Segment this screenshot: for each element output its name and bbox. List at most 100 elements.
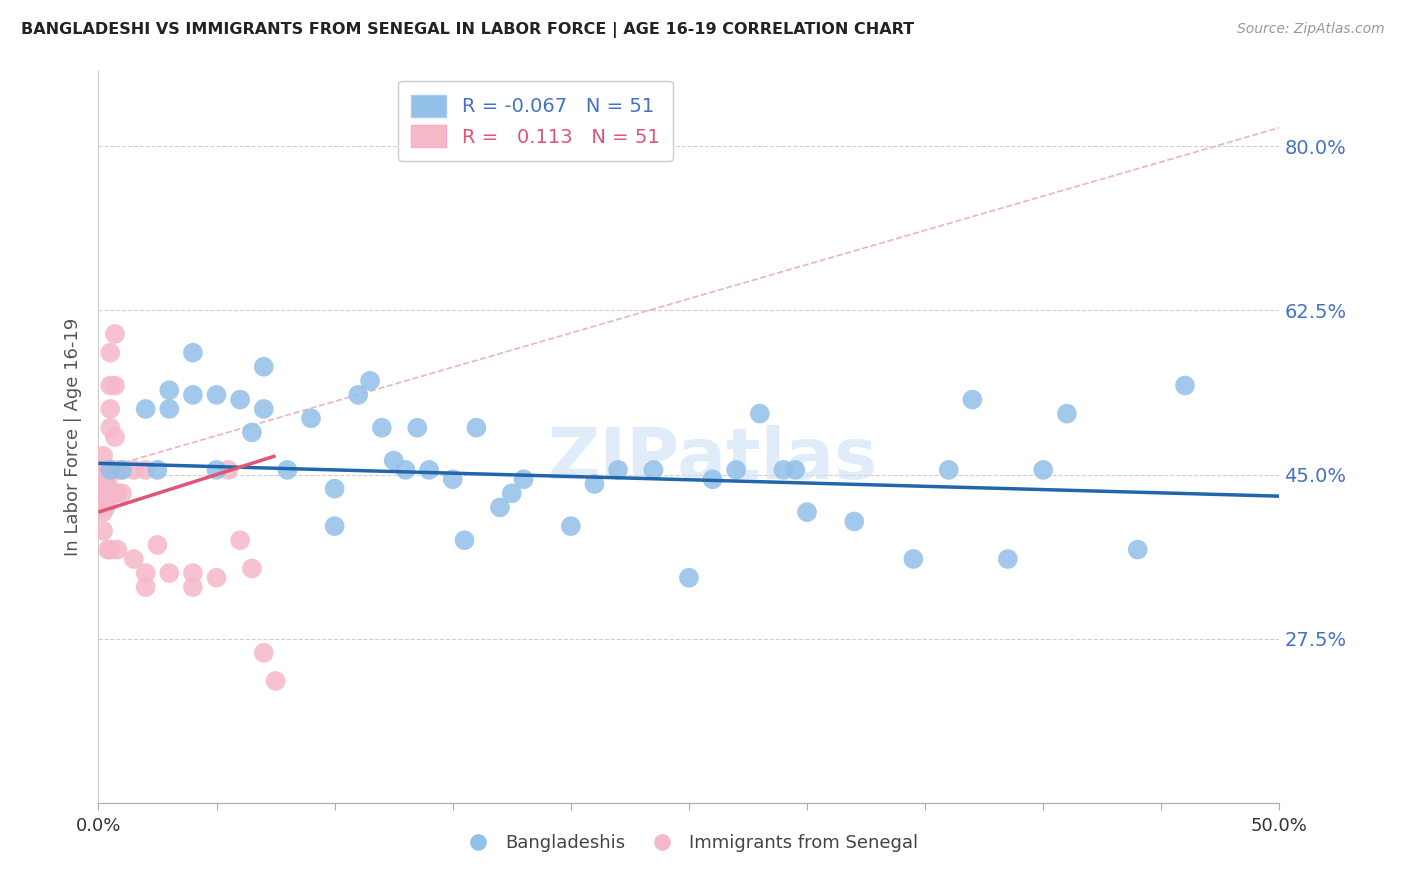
Point xyxy=(299,411,322,425)
Point xyxy=(91,449,114,463)
Y-axis label: In Labor Force | Age 16-19: In Labor Force | Age 16-19 xyxy=(65,318,83,557)
Point xyxy=(91,486,114,500)
Point xyxy=(97,496,120,510)
Point xyxy=(844,515,866,529)
Point xyxy=(785,463,807,477)
Point xyxy=(98,542,121,557)
Point xyxy=(98,463,121,477)
Point xyxy=(240,425,263,440)
Point xyxy=(91,505,114,519)
Point xyxy=(97,477,120,491)
Point xyxy=(560,519,582,533)
Point xyxy=(97,542,120,557)
Point xyxy=(725,463,748,477)
Point xyxy=(98,463,121,477)
Point xyxy=(135,463,157,477)
Point xyxy=(111,463,134,477)
Point xyxy=(276,463,298,477)
Point xyxy=(122,463,145,477)
Point xyxy=(607,463,630,477)
Point xyxy=(105,486,128,500)
Point xyxy=(347,388,370,402)
Point xyxy=(94,477,117,491)
Point xyxy=(101,463,124,477)
Text: BANGLADESHI VS IMMIGRANTS FROM SENEGAL IN LABOR FORCE | AGE 16-19 CORRELATION CH: BANGLADESHI VS IMMIGRANTS FROM SENEGAL I… xyxy=(21,22,914,38)
Text: Source: ZipAtlas.com: Source: ZipAtlas.com xyxy=(1237,22,1385,37)
Point xyxy=(323,482,346,496)
Point xyxy=(98,378,121,392)
Point xyxy=(253,401,276,416)
Point xyxy=(229,533,252,548)
Point xyxy=(406,420,429,434)
Point xyxy=(240,561,263,575)
Point xyxy=(122,552,145,566)
Point xyxy=(229,392,252,407)
Point xyxy=(1056,407,1078,421)
Point xyxy=(441,472,464,486)
Point xyxy=(98,401,121,416)
Point xyxy=(94,486,117,500)
Point xyxy=(157,401,180,416)
Point xyxy=(181,345,204,359)
Text: ZIPatlas: ZIPatlas xyxy=(547,425,877,493)
Point xyxy=(111,463,134,477)
Point xyxy=(91,472,114,486)
Point xyxy=(91,463,114,477)
Point xyxy=(205,571,228,585)
Point xyxy=(796,505,818,519)
Point xyxy=(135,401,157,416)
Point xyxy=(181,580,204,594)
Point xyxy=(748,407,770,421)
Point xyxy=(104,326,127,341)
Point xyxy=(94,463,117,477)
Point xyxy=(253,646,276,660)
Point xyxy=(512,472,534,486)
Point xyxy=(323,519,346,533)
Point xyxy=(146,463,169,477)
Point xyxy=(489,500,512,515)
Point xyxy=(1126,542,1149,557)
Point xyxy=(394,463,416,477)
Point xyxy=(101,463,124,477)
Point xyxy=(903,552,925,566)
Point xyxy=(938,463,960,477)
Point xyxy=(97,486,120,500)
Point xyxy=(97,463,120,477)
Point xyxy=(94,500,117,515)
Point xyxy=(643,463,665,477)
Point xyxy=(181,566,204,580)
Point xyxy=(98,486,121,500)
Point xyxy=(111,486,134,500)
Point xyxy=(135,580,157,594)
Point xyxy=(1174,378,1197,392)
Point xyxy=(135,566,157,580)
Legend: Bangladeshis, Immigrants from Senegal: Bangladeshis, Immigrants from Senegal xyxy=(453,827,925,860)
Point xyxy=(772,463,794,477)
Point xyxy=(94,463,117,477)
Point xyxy=(453,533,475,548)
Point xyxy=(678,571,700,585)
Point xyxy=(104,430,127,444)
Point xyxy=(97,467,120,482)
Point xyxy=(98,420,121,434)
Point xyxy=(98,345,121,359)
Point xyxy=(157,566,180,580)
Point xyxy=(1032,463,1054,477)
Point xyxy=(418,463,440,477)
Point xyxy=(501,486,523,500)
Point xyxy=(382,453,405,467)
Point xyxy=(465,420,488,434)
Point xyxy=(217,463,239,477)
Point xyxy=(371,420,394,434)
Point xyxy=(962,392,984,407)
Point xyxy=(253,359,276,374)
Point xyxy=(181,388,204,402)
Point xyxy=(157,383,180,397)
Point xyxy=(146,538,169,552)
Point xyxy=(101,486,124,500)
Point xyxy=(205,388,228,402)
Point xyxy=(105,542,128,557)
Point xyxy=(205,463,228,477)
Point xyxy=(702,472,724,486)
Point xyxy=(359,374,381,388)
